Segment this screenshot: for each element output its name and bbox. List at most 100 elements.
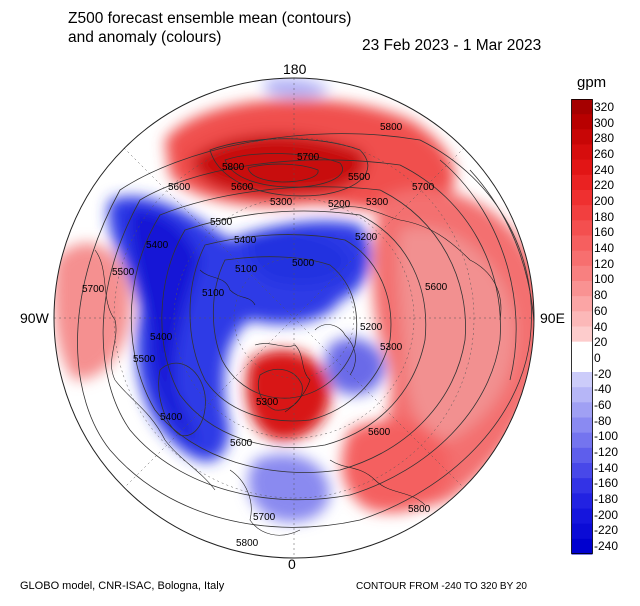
contour-label: 5400 [160,412,183,423]
anomaly-positive-eurasia-inner [397,227,516,440]
contour-label: 5400 [150,332,173,343]
colorbar-swatch [571,190,593,206]
forecast-period: 23 Feb 2023 - 1 Mar 2023 [362,37,542,54]
coastlines [94,206,502,536]
anomaly-negative-pacific-north [265,78,330,98]
colorbar-label: -120 [594,445,619,460]
contour-line [212,256,358,399]
colorbar-swatch [571,387,593,403]
title-line-1: Z500 forecast ensemble mean (contours) [68,10,352,27]
colorbar-label: -140 [594,460,619,475]
contour-label: 5100 [202,288,225,299]
contour-label: 5000 [292,258,315,269]
coastline [94,249,216,491]
colorbar-label: 280 [594,131,615,146]
colorbar-swatch [571,159,593,176]
colorbar-label: -240 [594,539,619,554]
contour-line [158,362,206,437]
colorbar-swatch [571,341,593,358]
contour-label: 5600 [230,438,253,449]
contour-label: 5700 [253,512,276,523]
anomaly-positive-europe [341,420,451,513]
colorbar-label: 0 [594,350,601,365]
contour-label: 5300 [366,197,389,208]
colorbar-swatches [571,99,593,555]
colorbar-swatch [571,250,593,267]
map-boundary [53,77,535,559]
anomaly-positive-greenland [246,349,331,441]
contour-label: 5800 [222,162,245,173]
contour-label: 5300 [380,342,403,353]
colorbar-label: 300 [594,115,615,130]
colorbar [571,99,593,555]
colorbar-swatch [571,402,593,418]
colorbar-frame [571,99,593,554]
colorbar-swatch [571,220,593,236]
colorbar-swatch [571,417,593,434]
colorbar-label: 20 [594,335,608,350]
colorbar-swatch [571,478,593,494]
colorbar-swatch [571,174,593,191]
colorbar-swatch [571,114,593,130]
colorbar-swatch [571,281,593,297]
coastline [329,206,502,321]
colorbar-swatch [571,265,593,282]
anomaly-negative-arctic-core [129,209,200,445]
contour-line [130,186,466,473]
colorbar-swatch [571,205,593,221]
contour-label-group: 5800 5700 5600 5500 5400 5300 5200 5100 … [82,122,448,549]
contour-label: 5300 [270,197,293,208]
colorbar-unit: gpm [577,74,607,91]
contour-line [224,153,343,188]
contour-label: 5300 [256,397,279,408]
contour-label: 5600 [168,182,191,193]
colorbar-label: -80 [594,413,612,428]
colorbar-label: 40 [594,319,608,334]
contour-line [161,210,427,448]
colorbar-label: 100 [594,272,615,287]
contour-label: 5800 [236,538,259,549]
colorbar-swatch [571,372,593,388]
colorbar-swatch [571,538,593,555]
contour-label: 5200 [360,322,383,333]
contour-label: 5400 [146,240,169,251]
anomaly-negative-atlantic [248,454,330,522]
colorbar-swatch [571,296,593,312]
coastline [314,324,356,376]
colorbar-swatch [571,235,593,252]
colorbar-swatch [571,493,593,509]
longitude-label-bottom: 0 [288,556,296,572]
contour-line [439,159,517,381]
colorbar-swatch [571,129,593,145]
colorbar-label: 240 [594,162,615,177]
anomaly-negative-scandinavia [325,337,385,395]
colorbar-label: 60 [594,303,608,318]
colorbar-label: 120 [594,256,615,271]
colorbar-swatch [571,447,593,464]
contour-label: 5500 [210,217,233,228]
colorbar-label: 160 [594,225,615,240]
colorbar-swatch [571,463,593,479]
meridian [123,147,465,489]
colorbar-label: 140 [594,241,615,256]
colorbar-swatch [571,432,593,449]
model-credit: GLOBO model, CNR-ISAC, Bologna, Italy [20,580,225,592]
contour-line [247,163,319,183]
contour-line [189,234,392,422]
contour-label: 5100 [235,264,258,275]
colorbar-label: -220 [594,523,619,538]
contour-label: 5400 [234,235,257,246]
longitude-label-right: 90E [540,310,565,326]
contour-label: 5700 [297,152,320,163]
colorbar-swatch [571,523,593,540]
colorbar-swatch [571,99,593,115]
colorbar-label: 320 [594,99,615,114]
contour-info: CONTOUR FROM -240 TO 320 BY 20 [356,581,527,592]
contour-label: 5600 [368,427,391,438]
coastline [329,459,426,506]
map-title: Z500 forecast ensemble mean (contours) a… [68,9,351,47]
graticule [54,78,534,558]
anomaly-positive-pacific-core [190,133,367,197]
colorbar-label: 260 [594,146,615,161]
